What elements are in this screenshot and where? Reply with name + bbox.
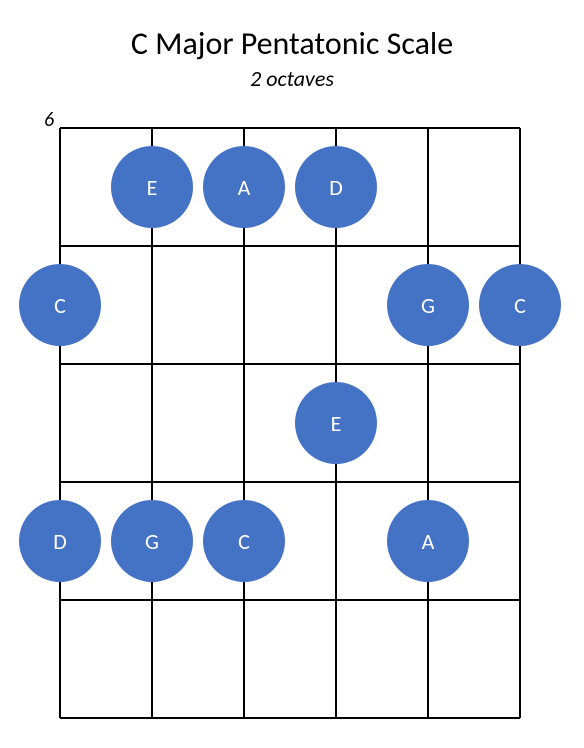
note-marker: A bbox=[387, 500, 469, 582]
fret-line bbox=[60, 481, 520, 483]
note-label: E bbox=[147, 174, 158, 201]
fretboard: EADCGCEDGCA bbox=[60, 128, 520, 718]
note-label: C bbox=[238, 528, 250, 555]
note-marker: D bbox=[295, 146, 377, 228]
note-label: E bbox=[331, 410, 342, 437]
note-marker: A bbox=[203, 146, 285, 228]
note-marker: G bbox=[111, 500, 193, 582]
note-label: C bbox=[514, 292, 526, 319]
note-marker: E bbox=[295, 382, 377, 464]
note-label: D bbox=[53, 528, 67, 555]
note-marker: D bbox=[19, 500, 101, 582]
starting-fret-label: 6 bbox=[44, 108, 54, 132]
fret-line bbox=[60, 717, 520, 719]
diagram-title: C Major Pentatonic Scale bbox=[0, 0, 584, 61]
string-line bbox=[519, 128, 521, 718]
note-marker: C bbox=[479, 264, 561, 346]
scale-diagram: C Major Pentatonic Scale 2 octaves 6 E A D… bbox=[0, 0, 584, 748]
note-label: A bbox=[238, 174, 251, 201]
note-marker: C bbox=[19, 264, 101, 346]
note-marker: G bbox=[387, 264, 469, 346]
fret-line bbox=[60, 599, 520, 601]
note-marker: C bbox=[203, 500, 285, 582]
note-label: C bbox=[54, 292, 66, 319]
fret-line bbox=[60, 245, 520, 247]
diagram-subtitle: 2 octaves bbox=[0, 65, 584, 92]
fret-line bbox=[60, 363, 520, 365]
fret-line bbox=[60, 127, 520, 129]
string-line bbox=[427, 128, 429, 718]
note-label: G bbox=[145, 528, 159, 555]
note-marker: E bbox=[111, 146, 193, 228]
string-line bbox=[59, 128, 61, 718]
note-label: D bbox=[329, 174, 343, 201]
note-label: G bbox=[421, 292, 435, 319]
note-label: A bbox=[422, 528, 435, 555]
